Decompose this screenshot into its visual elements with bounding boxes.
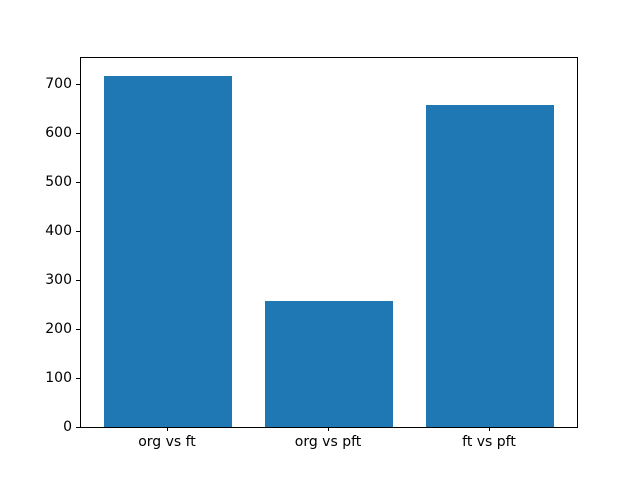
y-tick-mark: [76, 133, 80, 134]
bar-ft-vs-pft: [425, 105, 555, 427]
y-tick-mark: [76, 427, 80, 428]
y-tick-label: 700: [45, 76, 72, 92]
y-tick-label: 100: [45, 370, 72, 386]
y-tick-mark: [76, 182, 80, 183]
y-tick-label: 300: [45, 272, 72, 288]
x-tick-mark: [167, 427, 168, 431]
x-tick-label: org vs pft: [294, 434, 362, 450]
y-tick-label: 0: [63, 419, 72, 435]
y-tick-mark: [76, 329, 80, 330]
y-tick-label: 200: [45, 321, 72, 337]
y-tick-mark: [76, 280, 80, 281]
x-tick-label: ft vs pft: [462, 434, 516, 450]
y-tick-label: 600: [45, 125, 72, 141]
y-tick-mark: [76, 378, 80, 379]
x-tick-label: org vs ft: [138, 434, 196, 450]
bar-org-vs-pft: [264, 301, 394, 427]
x-tick-mark: [489, 427, 490, 431]
bar-org-vs-ft: [103, 75, 233, 427]
x-tick-mark: [328, 427, 329, 431]
y-tick-mark: [76, 231, 80, 232]
y-tick-label: 500: [45, 174, 72, 190]
y-tick-mark: [76, 84, 80, 85]
y-tick-label: 400: [45, 223, 72, 239]
plot-area: [80, 57, 578, 428]
